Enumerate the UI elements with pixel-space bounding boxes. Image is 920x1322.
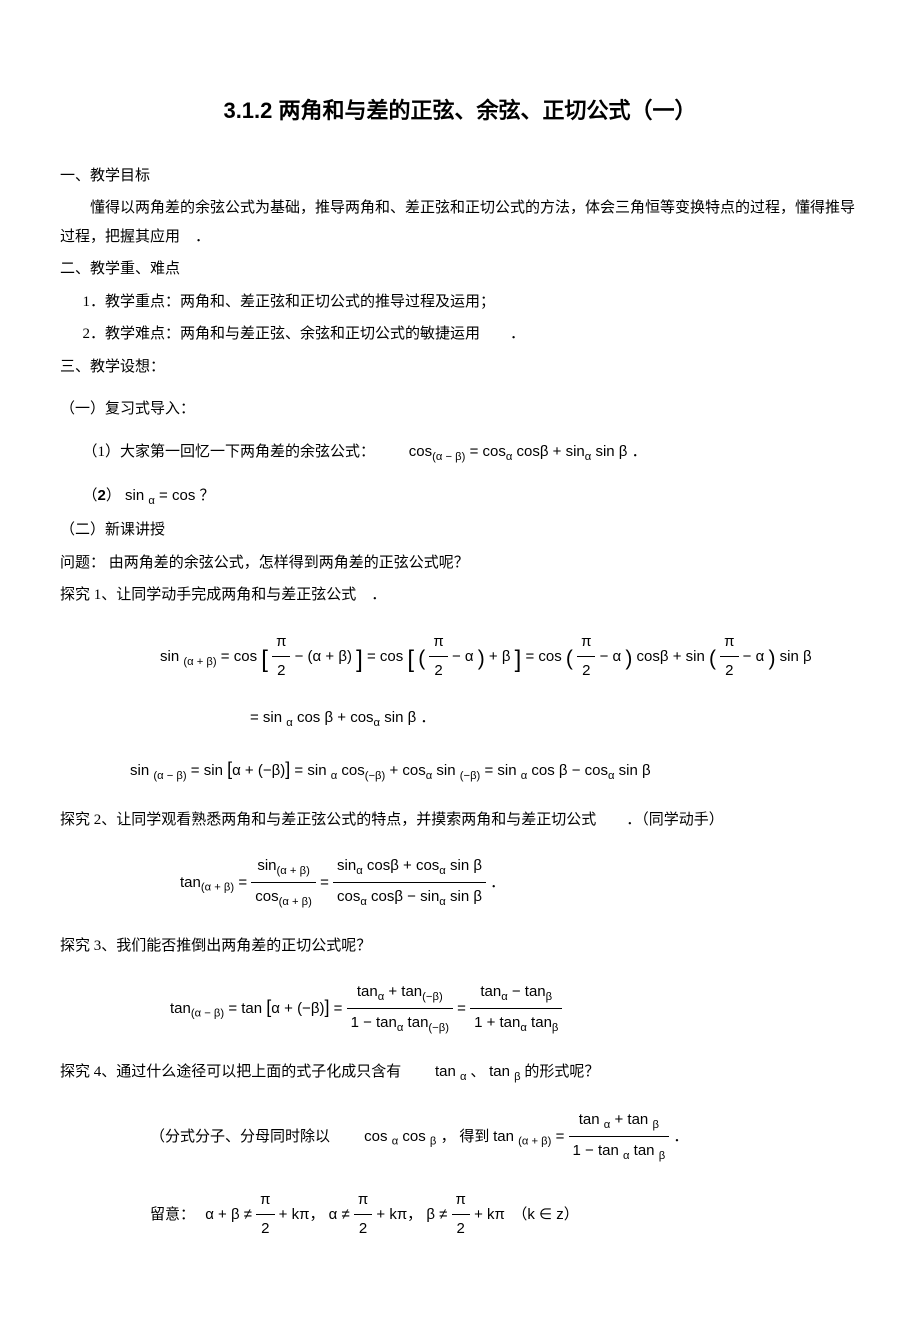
formula-sin-sum-result: = sin α cos β + cosα sin β ． [60, 704, 860, 734]
explore-4: 探究 4、通过什么途径可以把上面的式子化成只含有 tan α 、 tan β 的… [60, 1058, 860, 1088]
section-3-heading: 三、教学设想： [60, 353, 860, 382]
pi: π [272, 628, 290, 657]
note-restriction: 留意： α + β ≠ π2 + kπ， α ≠ π2 + kπ， β ≠ π2… [60, 1186, 860, 1244]
two: 2 [429, 656, 447, 686]
pi: π [429, 628, 447, 657]
formula-cos-diff: cos(α − β) = cosα cosβ + sinα sin β ． [409, 443, 647, 460]
pi: π [720, 628, 738, 657]
explore-4-post: 的形式呢？ [524, 1064, 599, 1080]
pi: π [452, 1186, 470, 1215]
formula-sin-diff: sin (α − β) = sin [α + (−β)] = sin α cos… [60, 752, 860, 787]
arg: − (α + β) [295, 648, 352, 665]
recall-2-text: （2） sin α = cos ？ [83, 487, 215, 504]
part-a-heading: （一）复习式导入： [60, 395, 860, 424]
two: 2 [256, 1214, 274, 1244]
derive-tan-sum: （分式分子、分母同时除以 cos α cos β ， 得到 tan (α + β… [60, 1106, 860, 1168]
title-text: 两角和与差的正弦、余弦、正切公式（一） [279, 98, 697, 123]
recall-1: （1）大家第一回忆一下两角差的余弦公式： cos(α − β) = cosα c… [60, 438, 860, 468]
explore-2: 探究 2、让同学观看熟悉两角和与差正弦公式的特点，并摸索两角和与差正切公式 ．（… [60, 806, 860, 835]
two: 2 [354, 1214, 372, 1244]
formula-tan-sum-long: tan(α + β) = sin(α + β) cos(α + β) = sin… [60, 852, 860, 914]
derive-prefix: （分式分子、分母同时除以 [150, 1129, 360, 1145]
two: 2 [577, 656, 595, 686]
two: 2 [720, 656, 738, 686]
tan-beta: tan β [489, 1063, 521, 1080]
arg: − α [743, 648, 765, 665]
period: ． [673, 1128, 688, 1145]
section-1-body: 懂得以两角差的余弦公式为基础，推导两角和、差正弦和正切公式的方法，体会三角恒等变… [60, 194, 860, 251]
sep: 、 [470, 1064, 485, 1080]
section-2-heading: 二、教学重、难点 [60, 255, 860, 284]
recall-2: （2） sin α = cos ？ [60, 482, 860, 512]
explore-3: 探究 3、我们能否推倒出两角差的正切公式呢？ [60, 932, 860, 961]
page: 3.1.2 两角和与差的正弦、余弦、正切公式（一） 一、教学目标 懂得以两角差的… [0, 0, 920, 1322]
two: 2 [452, 1214, 470, 1244]
part-b-heading: （二）新课讲授 [60, 516, 860, 545]
pi: π [577, 628, 595, 657]
section-2-item-1: 1．教学重点：两角和、差正弦和正切公式的推导过程及运用； [60, 288, 860, 317]
question-line: 问题： 由两角差的余弦公式，怎样得到两角差的正弦公式呢？ [60, 549, 860, 578]
tan-alpha: tan α [435, 1063, 467, 1080]
note-label: 留意： [150, 1207, 195, 1223]
plus-beta: + β [489, 648, 511, 665]
section-1-heading: 一、教学目标 [60, 162, 860, 191]
pi: π [354, 1186, 372, 1215]
explore-4-pre: 探究 4、通过什么途径可以把上面的式子化成只含有 [60, 1064, 431, 1080]
two: 2 [272, 656, 290, 686]
title-number: 3.1.2 [223, 98, 272, 123]
explore-1: 探究 1、让同学动手完成两角和与差正弦公式 ． [60, 581, 860, 610]
recall-1-text: （1）大家第一回忆一下两角差的余弦公式： [83, 444, 376, 460]
arg: − α [600, 648, 622, 665]
section-2-item-2: 2．教学难点：两角和与差正弦、余弦和正切公式的敏捷运用 ． [60, 320, 860, 349]
page-title: 3.1.2 两角和与差的正弦、余弦、正切公式（一） [60, 90, 860, 132]
period: ． [490, 874, 505, 891]
formula-tan-diff: tan(α − β) = tan [α + (−β)] = tanα + tan… [60, 978, 860, 1040]
arg: − α [452, 648, 474, 665]
pi: π [256, 1186, 274, 1215]
formula-sin-sum-deriv: sin (α + β) = cos [ π2 − (α + β) ] = cos… [60, 628, 860, 686]
